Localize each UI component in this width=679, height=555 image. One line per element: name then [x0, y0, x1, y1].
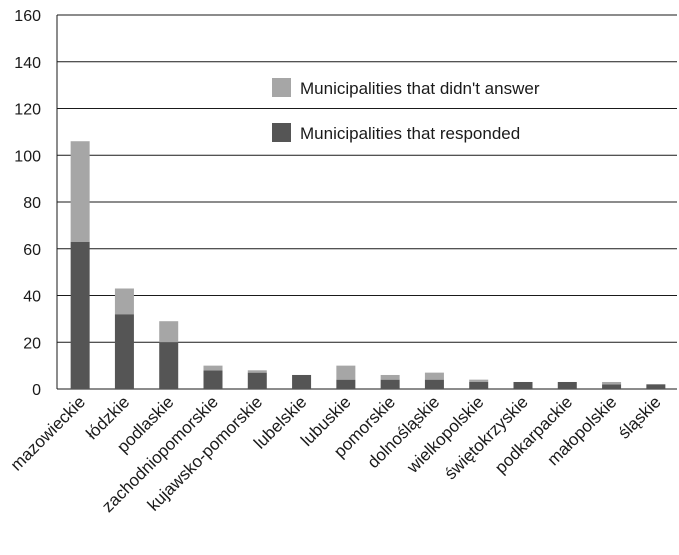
bar-didnt-answer: [247, 370, 267, 373]
y-tick-label: 40: [23, 289, 41, 306]
legend-label-responded: Municipalities that responded: [300, 124, 520, 143]
bar-didnt-answer: [469, 379, 489, 382]
bar-responded: [247, 372, 267, 389]
bar-didnt-answer: [336, 365, 356, 380]
y-tick-label: 100: [14, 148, 41, 165]
bar-responded: [557, 381, 577, 389]
bar-responded: [70, 241, 90, 389]
x-category-label: śląskie: [615, 392, 665, 442]
x-category-label: mazowieckie: [7, 392, 89, 474]
bar-didnt-answer: [424, 372, 444, 380]
bar-didnt-answer: [380, 374, 400, 380]
y-tick-label: 140: [14, 55, 41, 72]
bar-didnt-answer: [602, 381, 622, 385]
bar-didnt-answer: [70, 141, 90, 242]
bar-didnt-answer: [203, 365, 223, 371]
bar-responded: [469, 381, 489, 389]
bar-didnt-answer: [159, 321, 179, 343]
x-axis-category-labels: mazowieckiełódzkiepodlaskiezachodniopomo…: [7, 392, 665, 516]
bars: [70, 141, 666, 389]
y-tick-label: 0: [32, 382, 41, 399]
bar-responded: [380, 379, 400, 389]
bar-responded: [114, 314, 134, 389]
bar-responded: [159, 342, 179, 389]
bar-responded: [292, 374, 312, 389]
bar-responded: [646, 384, 666, 389]
legend: Municipalities that didn't answer Munici…: [272, 78, 540, 143]
gridlines: [56, 14, 677, 390]
bar-responded: [602, 384, 622, 389]
y-tick-label: 60: [23, 242, 41, 259]
legend-swatch-didnt-answer: [272, 78, 291, 97]
y-tick-label: 80: [23, 195, 41, 212]
bar-responded: [513, 381, 533, 389]
y-tick-label: 120: [14, 102, 41, 119]
bar-responded: [203, 370, 223, 389]
legend-label-didnt-answer: Municipalities that didn't answer: [300, 79, 540, 98]
bar-responded: [424, 379, 444, 389]
y-tick-label: 160: [14, 8, 41, 25]
legend-swatch-responded: [272, 123, 291, 142]
y-axis-tick-labels: 0 20 40 60 80 100 120 140 160: [14, 8, 41, 399]
bar-didnt-answer: [114, 288, 134, 315]
y-tick-label: 20: [23, 335, 41, 352]
bar-responded: [336, 379, 356, 389]
